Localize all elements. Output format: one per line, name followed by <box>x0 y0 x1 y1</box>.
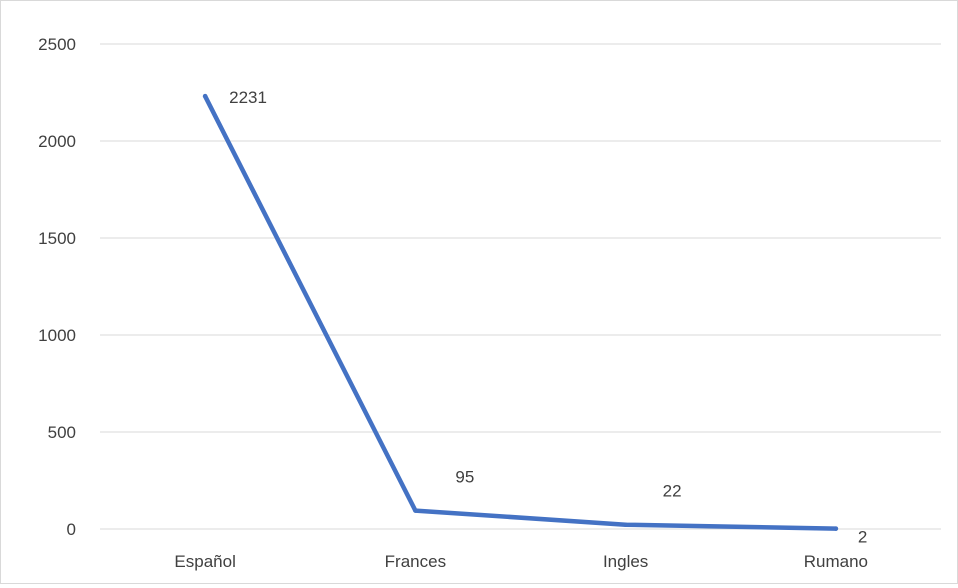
y-tick-label: 0 <box>67 520 76 539</box>
data-point <box>413 508 418 513</box>
x-tick-label: Frances <box>385 552 446 571</box>
y-tick-label: 1000 <box>38 326 76 345</box>
y-tick-label: 2000 <box>38 132 76 151</box>
data-point <box>833 526 839 531</box>
x-tick-label: Ingles <box>603 552 648 571</box>
data-label: 2 <box>858 528 867 547</box>
x-tick-label: Español <box>174 552 235 571</box>
data-point <box>202 93 208 99</box>
series-line <box>202 93 839 531</box>
data-label: 2231 <box>229 88 267 107</box>
y-tick-label: 500 <box>48 423 76 442</box>
x-tick-label: Rumano <box>804 552 868 571</box>
y-tick-label: 2500 <box>38 35 76 54</box>
data-point <box>623 522 628 527</box>
data-label: 22 <box>663 482 682 501</box>
data-label: 95 <box>455 468 474 487</box>
y-tick-label: 1500 <box>38 229 76 248</box>
